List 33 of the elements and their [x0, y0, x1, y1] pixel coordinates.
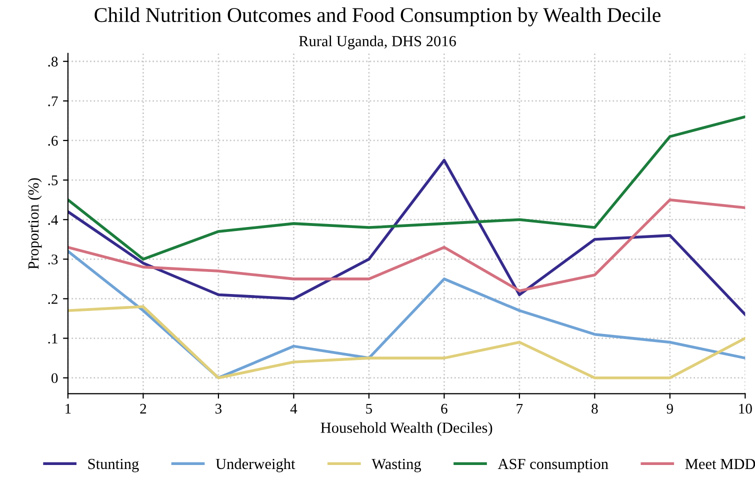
x-tick-label: 9 [666, 404, 673, 414]
y-tick-label: .4 [48, 215, 58, 225]
x-tick-label: 10 [739, 404, 752, 414]
chart-subtitle: Rural Uganda, DHS 2016 [299, 36, 456, 50]
y-tick-label: 0 [51, 373, 58, 384]
x-tick-label: 8 [592, 404, 598, 414]
x-tick-label: 3 [216, 404, 222, 414]
y-axis-title: Proportion (%) [28, 178, 42, 270]
x-tick-label: 1 [66, 404, 71, 414]
line-series [68, 198, 746, 292]
y-tick-label: .6 [48, 136, 58, 146]
legend-label: Wasting [372, 458, 422, 472]
line-series [68, 305, 746, 380]
y-tick-label: .7 [48, 96, 58, 106]
x-axis-title: Household Wealth (Deciles) [320, 422, 492, 436]
x-tick-label: 6 [441, 404, 448, 414]
line-series [68, 250, 746, 380]
x-tick-label: 7 [516, 404, 523, 414]
y-tick-label: .2 [48, 294, 58, 304]
legend-label: Meet MDD [685, 458, 755, 470]
y-tick-label: .3 [48, 254, 58, 264]
legend-label: Stunting [88, 458, 139, 472]
legend-label: Underweight [216, 458, 296, 472]
x-tick-label: 4 [290, 404, 298, 414]
line-series [68, 158, 746, 316]
legend-label: ASF consumption [498, 458, 608, 472]
y-tick-label: .5 [48, 176, 58, 186]
y-tick-label: .8 [48, 56, 58, 67]
line-series [68, 115, 746, 261]
chart-title: Child Nutrition Outcomes and Food Consumption by Wealth Decile [94, 7, 660, 26]
x-tick-label: 5 [366, 404, 372, 414]
y-tick-label: .1 [48, 334, 58, 344]
x-tick-label: 2 [140, 404, 146, 414]
